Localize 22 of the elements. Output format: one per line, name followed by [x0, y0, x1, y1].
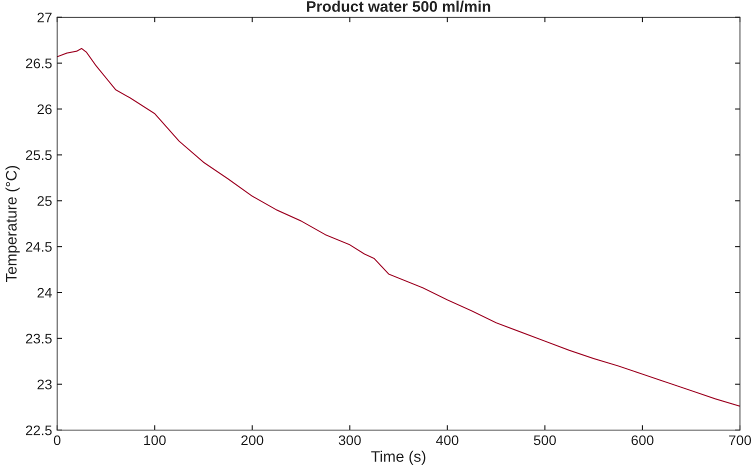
y-tick-label: 25.5	[26, 150, 52, 160]
y-tick-label: 24.5	[26, 242, 52, 252]
y-tick-label: 27	[38, 12, 52, 22]
x-tick-label: 500	[534, 435, 556, 446]
x-tick-label: 700	[729, 435, 752, 446]
y-tick-label: 26	[38, 104, 52, 114]
y-tick-label: 23.5	[26, 334, 52, 344]
x-axis-title: Time (s)	[371, 450, 426, 465]
x-tick-label: 0	[54, 435, 60, 446]
y-tick-label: 26.5	[26, 58, 52, 68]
y-tick-label: 25	[38, 196, 52, 206]
y-tick-label: 22.5	[26, 425, 52, 436]
x-tick-label: 400	[436, 435, 458, 446]
x-tick-label: 300	[338, 435, 361, 446]
y-axis-title: Temperature (°C)	[5, 166, 20, 282]
line-series	[57, 48, 740, 407]
y-tick-label: 24	[38, 288, 52, 298]
x-tick-label: 600	[632, 435, 654, 446]
y-tick-label: 23	[38, 380, 52, 390]
x-tick-label: 100	[144, 435, 166, 446]
x-tick-label: 200	[241, 435, 264, 446]
chart-title: Product water 500 ml/min	[307, 0, 490, 12]
